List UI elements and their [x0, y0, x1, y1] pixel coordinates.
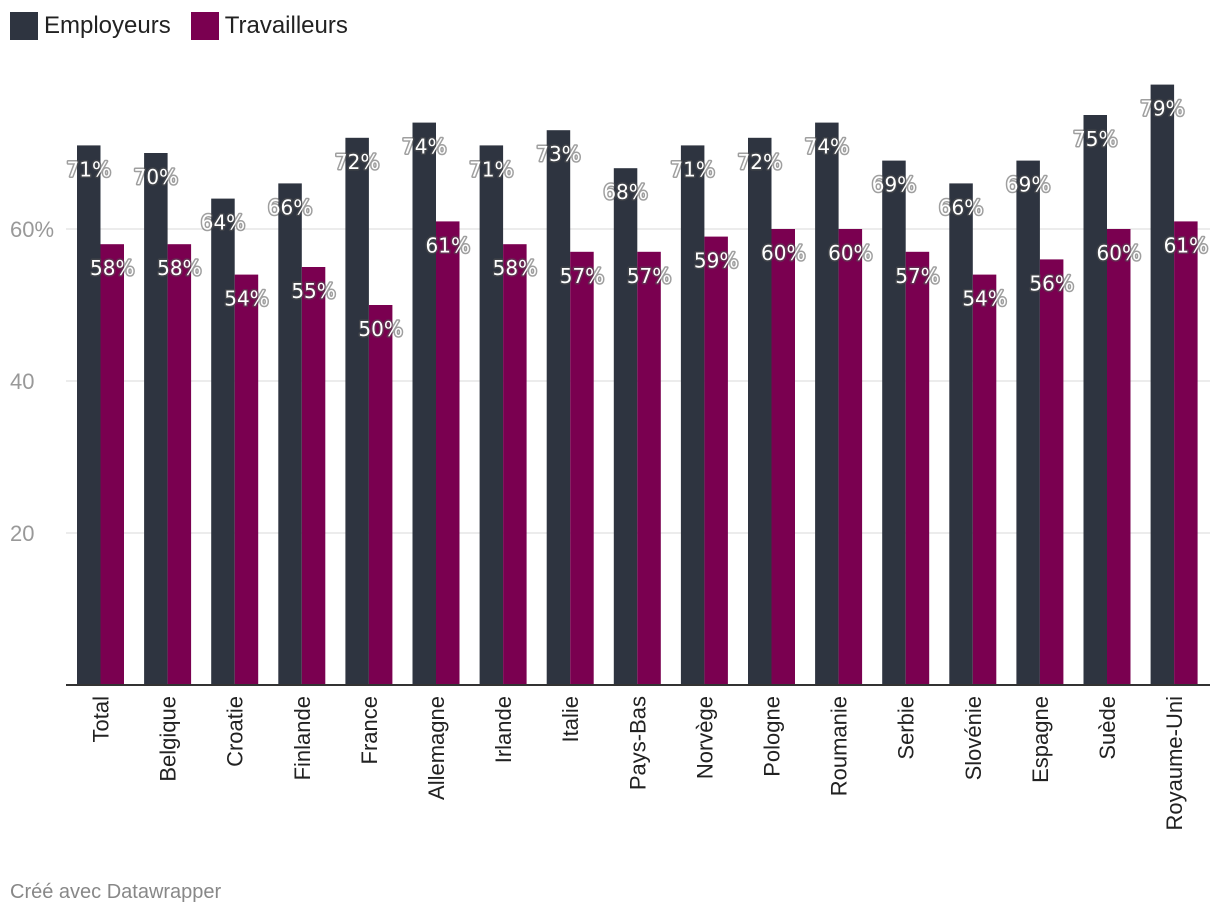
bar-travailleurs-croatie — [234, 274, 259, 685]
bar-employeurs-su-de — [1083, 115, 1107, 685]
value-label-employeurs-belgique: 70% — [134, 165, 178, 189]
value-label-employeurs-royaume-uni: 79% — [1140, 97, 1184, 121]
value-label-travailleurs-pays-bas: 57% — [627, 264, 671, 288]
value-label-employeurs-slov-nie: 66% — [939, 195, 983, 219]
bar-employeurs-pays-bas — [613, 168, 638, 685]
legend-swatch-employeurs — [10, 12, 38, 40]
category-label-royaume-uni: Royaume-Uni — [1162, 696, 1187, 831]
value-label-employeurs-espagne: 69% — [1006, 173, 1050, 197]
value-label-employeurs-allemagne: 74% — [402, 135, 446, 159]
category-label-italie: Italie — [558, 696, 583, 742]
legend-item-employeurs: Employeurs — [10, 12, 171, 40]
bar-employeurs-roumanie — [815, 122, 839, 686]
value-label-travailleurs-su-de: 60% — [1097, 241, 1141, 265]
y-tick-label-20: 20 — [10, 521, 34, 546]
bar-employeurs-italie — [546, 130, 571, 685]
value-label-employeurs-su-de: 75% — [1073, 127, 1117, 151]
category-label-pays-bas: Pays-Bas — [625, 696, 650, 790]
category-label-total: Total — [89, 696, 114, 742]
y-tick-label-40: 40 — [10, 369, 34, 394]
value-label-travailleurs-irlande: 58% — [493, 256, 537, 280]
category-label-pologne: Pologne — [760, 696, 785, 777]
value-label-employeurs-pologne: 72% — [738, 150, 782, 174]
legend-swatch-travailleurs — [190, 12, 219, 40]
bar-travailleurs-slov-nie — [972, 274, 997, 685]
bar-employeurs-croatie — [211, 198, 235, 685]
bar-employeurs-france — [345, 137, 369, 686]
bar-travailleurs-pays-bas — [637, 251, 661, 686]
bar-employeurs-serbie — [882, 160, 906, 686]
bar-travailleurs-france — [368, 305, 393, 685]
footer-credit: Créé avec Datawrapper — [10, 881, 222, 903]
legend-label-employeurs: Employeurs — [44, 12, 171, 39]
legend-item-travailleurs: Travailleurs — [190, 12, 348, 40]
category-label-slov-nie: Slovénie — [961, 696, 986, 780]
bar-employeurs-pologne — [748, 137, 772, 686]
legend: Employeurs Travailleurs — [10, 12, 368, 40]
value-label-travailleurs-france: 50% — [358, 317, 402, 341]
bar-travailleurs-total — [100, 244, 124, 685]
bar-travailleurs-serbie — [905, 251, 930, 686]
value-label-travailleurs-espagne: 56% — [1029, 271, 1073, 295]
category-label-finlande: Finlande — [290, 696, 315, 780]
value-label-travailleurs-belgique: 58% — [157, 256, 201, 280]
bar-travailleurs-roumanie — [838, 229, 863, 685]
value-label-employeurs-france: 72% — [335, 150, 379, 174]
bar-employeurs-norv-ge — [680, 145, 705, 685]
category-label-belgique: Belgique — [156, 696, 181, 782]
bar-travailleurs-finlande — [301, 267, 326, 685]
value-label-travailleurs-finlande: 55% — [291, 279, 335, 303]
category-label-serbie: Serbie — [894, 696, 919, 760]
category-label-su-de: Suède — [1095, 696, 1120, 760]
legend-label-travailleurs: Travailleurs — [224, 12, 348, 39]
bar-travailleurs-royaume-uni — [1174, 221, 1198, 685]
value-label-employeurs-italie: 73% — [536, 142, 580, 166]
value-label-employeurs-norv-ge: 71% — [670, 157, 714, 181]
bar-travailleurs-norv-ge — [704, 236, 728, 685]
bar-employeurs-allemagne — [412, 122, 436, 686]
value-label-employeurs-croatie: 64% — [201, 211, 245, 235]
value-label-travailleurs-serbie: 57% — [895, 264, 939, 288]
value-label-employeurs-irlande: 71% — [469, 157, 513, 181]
value-label-employeurs-total: 71% — [67, 157, 111, 181]
value-label-travailleurs-italie: 57% — [560, 264, 604, 288]
bar-travailleurs-pologne — [771, 229, 795, 685]
value-label-travailleurs-allemagne: 61% — [426, 233, 470, 257]
bar-travailleurs-belgique — [167, 244, 192, 685]
bar-employeurs-finlande — [278, 183, 302, 685]
y-tick-label-60: 60% — [10, 217, 54, 242]
value-label-employeurs-roumanie: 74% — [805, 135, 849, 159]
value-label-travailleurs-pologne: 60% — [761, 241, 805, 265]
value-label-travailleurs-total: 58% — [90, 256, 134, 280]
value-label-travailleurs-slov-nie: 54% — [962, 287, 1006, 311]
category-label-irlande: Irlande — [491, 696, 516, 763]
category-label-espagne: Espagne — [1028, 696, 1053, 783]
bar-travailleurs-espagne — [1039, 259, 1064, 685]
category-label-roumanie: Roumanie — [827, 696, 852, 796]
bar-travailleurs-allemagne — [436, 221, 460, 685]
category-label-norv-ge: Norvège — [692, 696, 717, 779]
value-label-travailleurs-roumanie: 60% — [828, 241, 872, 265]
category-label-allemagne: Allemagne — [424, 696, 449, 800]
value-label-travailleurs-royaume-uni: 61% — [1164, 233, 1208, 257]
bar-travailleurs-italie — [570, 251, 594, 686]
value-label-travailleurs-croatie: 54% — [224, 287, 268, 311]
value-label-employeurs-finlande: 66% — [268, 195, 312, 219]
category-label-croatie: Croatie — [223, 696, 248, 767]
value-label-travailleurs-norv-ge: 59% — [694, 249, 738, 273]
bar-employeurs-irlande — [479, 145, 504, 685]
category-label-france: France — [357, 696, 382, 764]
bar-employeurs-royaume-uni — [1150, 84, 1175, 686]
bar-employeurs-espagne — [1016, 160, 1040, 686]
bar-employeurs-belgique — [144, 153, 168, 685]
bar-travailleurs-irlande — [503, 244, 527, 685]
value-label-employeurs-pays-bas: 68% — [603, 180, 647, 204]
bar-travailleurs-su-de — [1107, 229, 1131, 685]
value-label-employeurs-serbie: 69% — [872, 173, 916, 197]
bar-employeurs-slov-nie — [949, 183, 973, 685]
bar-employeurs-total — [77, 145, 101, 685]
